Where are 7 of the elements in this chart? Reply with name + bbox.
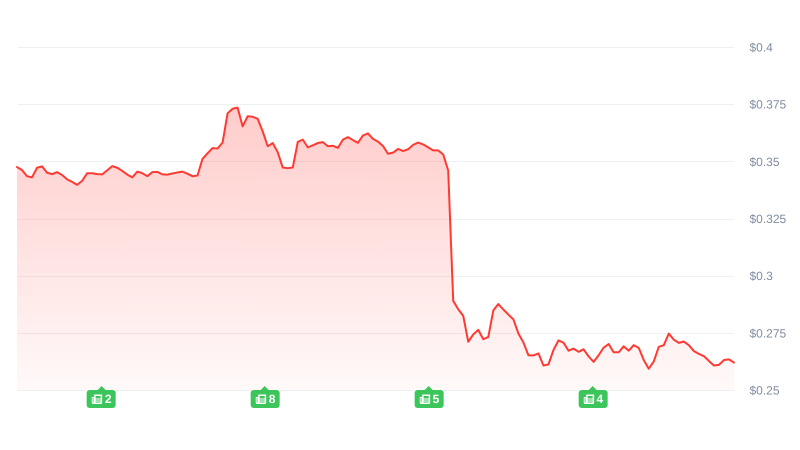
y-tick-label: $0.325 bbox=[750, 212, 787, 226]
y-tick-label: $0.275 bbox=[750, 326, 787, 340]
y-tick-label: $0.25 bbox=[750, 384, 780, 398]
y-tick-label: $0.4 bbox=[750, 40, 774, 54]
y-tick-label: $0.3 bbox=[750, 269, 774, 284]
y-tick-label: $0.375 bbox=[750, 98, 787, 112]
y-tick-label: $0.35 bbox=[750, 154, 780, 169]
